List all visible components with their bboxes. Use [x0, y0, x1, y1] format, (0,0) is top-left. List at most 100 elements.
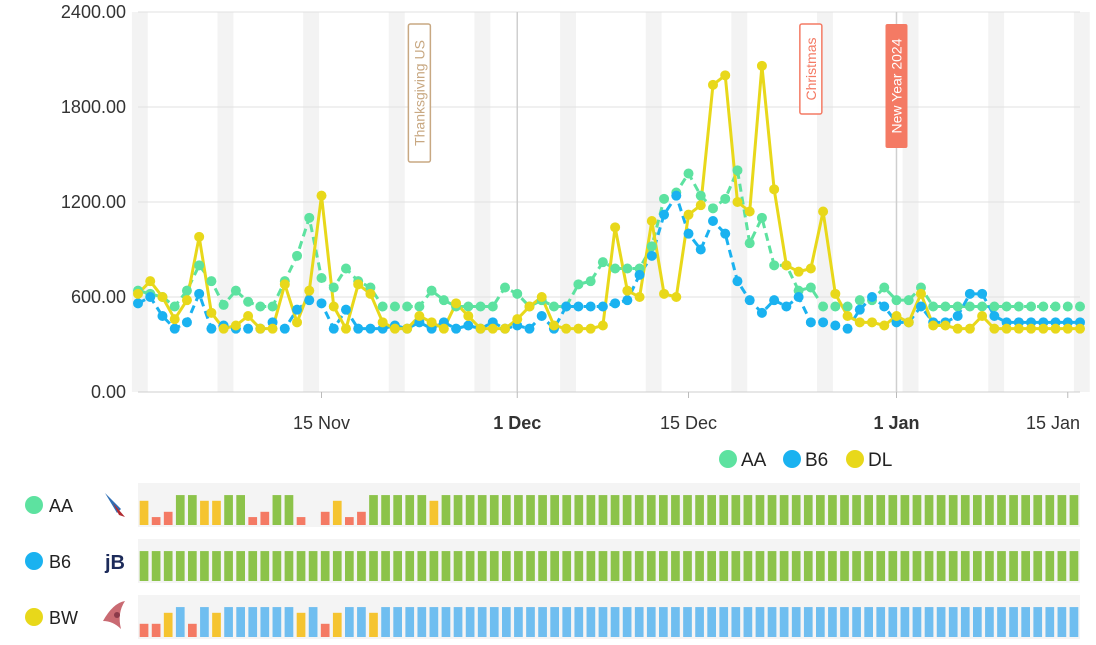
data-point-aa[interactable]: [389, 301, 400, 312]
data-point-dl[interactable]: [756, 60, 767, 71]
availability-bar[interactable]: [417, 607, 427, 637]
availability-bar[interactable]: [139, 551, 149, 581]
availability-bar[interactable]: [163, 551, 173, 581]
availability-bar[interactable]: [767, 495, 777, 525]
data-point-aa[interactable]: [402, 301, 413, 312]
availability-bar[interactable]: [550, 607, 560, 637]
availability-bar[interactable]: [489, 495, 499, 525]
availability-bar[interactable]: [369, 495, 378, 525]
availability-bar[interactable]: [1057, 495, 1067, 525]
availability-bar[interactable]: [743, 607, 753, 637]
data-point-aa[interactable]: [1062, 301, 1073, 312]
availability-bar[interactable]: [405, 607, 415, 637]
availability-bar[interactable]: [260, 551, 270, 581]
availability-bar[interactable]: [634, 607, 644, 637]
availability-bar[interactable]: [1057, 551, 1067, 581]
data-point-aa[interactable]: [732, 165, 743, 176]
availability-bar[interactable]: [550, 551, 560, 581]
data-point-aa[interactable]: [1075, 301, 1085, 312]
availability-bar[interactable]: [465, 607, 475, 637]
availability-bar[interactable]: [417, 551, 427, 581]
availability-bar[interactable]: [514, 495, 523, 525]
data-point-dl[interactable]: [891, 311, 902, 321]
data-point-aa[interactable]: [1038, 301, 1049, 312]
data-point-dl[interactable]: [977, 311, 988, 321]
availability-bar[interactable]: [1045, 495, 1055, 525]
availability-bar[interactable]: [1045, 607, 1055, 637]
data-point-aa[interactable]: [842, 301, 853, 312]
data-point-dl[interactable]: [830, 288, 841, 299]
data-point-b6[interactable]: [964, 288, 975, 299]
availability-bar[interactable]: [743, 495, 753, 525]
data-point-dl[interactable]: [426, 317, 437, 328]
availability-bar[interactable]: [296, 612, 306, 637]
data-point-aa[interactable]: [414, 301, 425, 312]
availability-bar[interactable]: [840, 495, 849, 525]
data-point-aa[interactable]: [267, 301, 278, 312]
availability-bar[interactable]: [344, 551, 354, 581]
availability-bar[interactable]: [1021, 551, 1031, 581]
availability-bar[interactable]: [803, 495, 813, 525]
data-point-b6[interactable]: [169, 323, 180, 334]
data-point-b6[interactable]: [243, 323, 254, 334]
availability-bar[interactable]: [501, 551, 511, 581]
availability-bar[interactable]: [864, 551, 874, 581]
data-point-b6[interactable]: [365, 323, 376, 334]
availability-bar[interactable]: [622, 495, 632, 525]
availability-bar[interactable]: [864, 495, 874, 525]
data-point-dl[interactable]: [328, 301, 339, 312]
availability-bar[interactable]: [236, 495, 246, 525]
data-point-dl[interactable]: [157, 292, 168, 302]
data-point-aa[interactable]: [585, 276, 596, 287]
data-point-b6[interactable]: [597, 301, 608, 312]
availability-bar[interactable]: [1033, 495, 1043, 525]
availability-bar[interactable]: [381, 495, 390, 525]
data-point-dl[interactable]: [230, 320, 241, 331]
data-point-aa[interactable]: [377, 301, 388, 312]
availability-bar[interactable]: [526, 551, 535, 581]
availability-bar[interactable]: [779, 551, 789, 581]
availability-bar[interactable]: [743, 551, 753, 581]
data-point-aa[interactable]: [512, 288, 523, 299]
data-point-dl[interactable]: [365, 288, 376, 299]
availability-bar[interactable]: [888, 551, 898, 581]
data-point-aa[interactable]: [830, 301, 841, 312]
availability-bar[interactable]: [393, 495, 403, 525]
availability-bar[interactable]: [997, 495, 1006, 525]
data-point-dl[interactable]: [169, 314, 180, 325]
availability-bar[interactable]: [634, 551, 644, 581]
data-point-dl[interactable]: [255, 323, 266, 334]
data-point-dl[interactable]: [781, 260, 792, 271]
availability-bar[interactable]: [344, 607, 354, 637]
availability-bar[interactable]: [791, 551, 801, 581]
availability-bar[interactable]: [526, 607, 535, 637]
data-point-b6[interactable]: [304, 295, 315, 306]
data-point-dl[interactable]: [487, 323, 498, 334]
data-point-aa[interactable]: [977, 301, 988, 312]
data-point-aa[interactable]: [1001, 301, 1012, 312]
availability-bar[interactable]: [212, 551, 221, 581]
availability-bar[interactable]: [671, 551, 680, 581]
availability-bar[interactable]: [284, 607, 294, 637]
data-point-dl[interactable]: [671, 292, 682, 302]
availability-bar[interactable]: [936, 607, 946, 637]
data-point-aa[interactable]: [940, 301, 951, 312]
availability-bar[interactable]: [828, 607, 837, 637]
data-point-dl[interactable]: [414, 311, 425, 321]
availability-bar[interactable]: [284, 551, 294, 581]
availability-bar[interactable]: [707, 551, 717, 581]
data-point-b6[interactable]: [732, 276, 743, 287]
data-point-dl[interactable]: [573, 323, 584, 334]
data-point-dl[interactable]: [622, 285, 633, 296]
data-point-dl[interactable]: [438, 323, 449, 334]
availability-bar[interactable]: [731, 607, 741, 637]
data-point-aa[interactable]: [573, 279, 584, 290]
data-point-dl[interactable]: [1062, 323, 1073, 334]
data-point-b6[interactable]: [720, 228, 731, 239]
data-point-dl[interactable]: [646, 216, 657, 226]
data-point-dl[interactable]: [1075, 323, 1085, 334]
availability-bar[interactable]: [296, 551, 306, 581]
data-point-aa[interactable]: [169, 301, 180, 312]
data-point-aa[interactable]: [891, 295, 902, 306]
availability-bar[interactable]: [224, 607, 233, 637]
